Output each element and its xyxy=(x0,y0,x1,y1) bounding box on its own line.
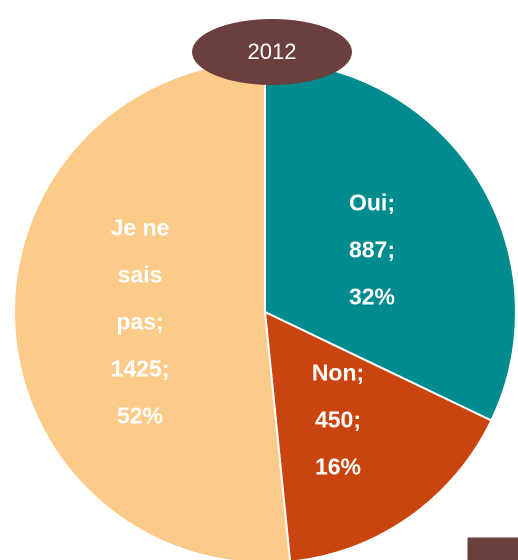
data-label: Non; 450; 16% xyxy=(311,359,365,480)
data-label: Oui; 887; 32% xyxy=(348,189,396,310)
data-label: Je ne sais pas; 1425; 52% xyxy=(110,214,170,429)
chart-title: 2012 xyxy=(247,39,297,64)
pie-slice xyxy=(263,310,493,560)
corner-box xyxy=(464,534,518,560)
title-badge xyxy=(192,19,352,85)
pie-slice xyxy=(13,59,291,560)
slices xyxy=(13,59,517,560)
